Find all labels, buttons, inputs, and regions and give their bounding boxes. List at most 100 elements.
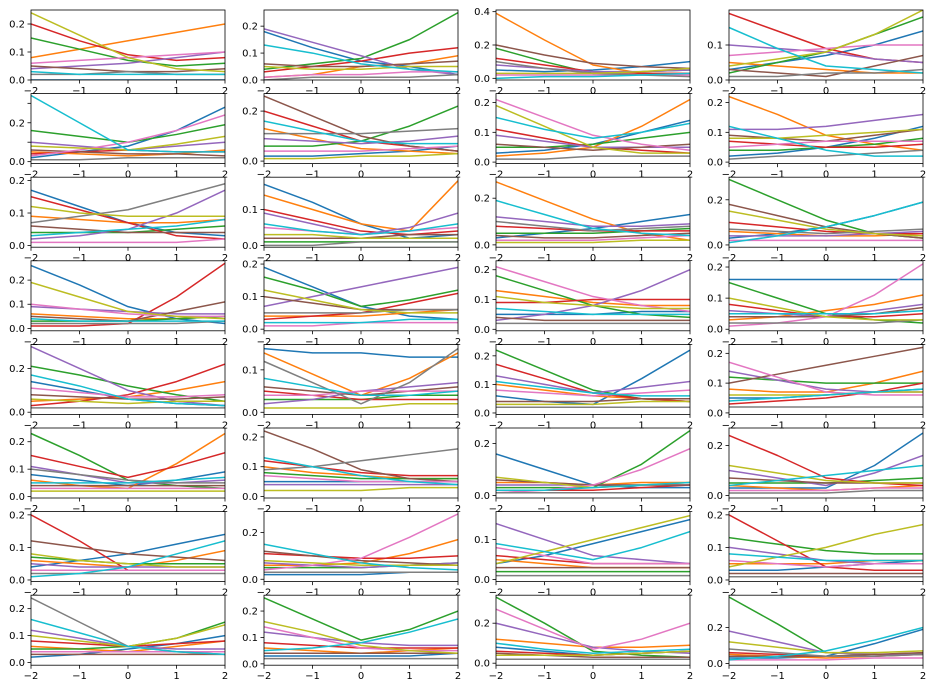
x-tick-label: 2 <box>920 588 926 599</box>
axes-frame <box>30 511 226 583</box>
series-line <box>496 116 690 140</box>
y-tick-label: 0.0 <box>707 575 723 586</box>
series-line <box>496 72 690 80</box>
series-group <box>496 181 690 244</box>
x-tick-label: 1 <box>871 253 877 264</box>
x-tick-label: 2 <box>920 337 926 348</box>
y-tick-label: 0.0 <box>474 575 490 586</box>
series-line <box>729 140 923 148</box>
x-tick-label: −1 <box>770 86 785 97</box>
y-tick-label: 0.1 <box>707 543 723 554</box>
series-group <box>31 432 225 492</box>
x-tick-label: 2 <box>920 671 926 682</box>
series-group <box>729 514 923 578</box>
x-tick-label: 2 <box>687 588 693 599</box>
y-tick-label: 0.1 <box>474 380 490 391</box>
series-line <box>496 642 690 654</box>
x-tick-label: −2 <box>24 420 39 431</box>
x-tick-label: −2 <box>257 420 272 431</box>
y-tick-label: 0.2 <box>242 107 258 118</box>
subplot-21: −2 −1 0 1 2 0.0 0.1 0.2 <box>9 427 228 515</box>
x-tick-label: −1 <box>537 671 552 682</box>
x-tick-label: −2 <box>489 170 504 181</box>
subplot-13: −2 −1 0 1 2 0.0 0.1 0.2 <box>9 260 228 348</box>
x-tick-label: 1 <box>406 504 412 515</box>
axes-frame <box>728 511 924 583</box>
series-line <box>496 530 690 561</box>
series-line <box>264 486 458 492</box>
y-tick-label: 0.0 <box>9 241 25 252</box>
x-tick-label: 0 <box>590 170 596 181</box>
x-tick-label: 0 <box>590 253 596 264</box>
x-tick-label: 2 <box>687 86 693 97</box>
series-group <box>31 94 225 161</box>
series-group <box>729 346 923 408</box>
subplot-4: −2 −1 0 1 2 0.0 0.1 <box>707 9 926 97</box>
x-tick-label: 2 <box>455 337 461 348</box>
x-tick-label: −1 <box>305 337 320 348</box>
subplot-29: −2 −1 0 1 2 0.0 0.1 0.2 <box>9 594 228 682</box>
subplot-19: −2 −1 0 1 2 0.0 0.1 0.2 <box>474 343 693 431</box>
y-tick-label: 0.0 <box>9 324 25 335</box>
series-group <box>264 180 458 247</box>
y-tick-label: 0.2 <box>242 260 258 271</box>
x-tick-label: −1 <box>305 504 320 515</box>
x-tick-label: 0 <box>125 504 131 515</box>
x-tick-label: 1 <box>638 337 644 348</box>
series-line <box>31 618 225 656</box>
series-group <box>264 430 458 492</box>
series-line <box>729 113 923 131</box>
y-tick-label: 0.1 <box>9 465 25 476</box>
series-line <box>31 189 225 240</box>
series-group <box>729 263 923 327</box>
subplot-12: −2 −1 0 1 2 0.0 0.2 <box>707 176 926 264</box>
subplot-1: −2 −1 0 1 2 0.0 0.1 0.2 <box>9 9 228 97</box>
x-tick-label: 1 <box>173 588 179 599</box>
x-tick-label: −1 <box>305 588 320 599</box>
x-tick-label: −1 <box>537 420 552 431</box>
x-tick-label: 0 <box>590 86 596 97</box>
x-tick-label: −2 <box>722 86 737 97</box>
series-line <box>496 216 690 227</box>
series-line <box>31 114 225 157</box>
subplot-11: −2 −1 0 1 2 0.0 0.2 <box>474 176 693 264</box>
series-line <box>496 234 690 241</box>
x-tick-label: −2 <box>722 671 737 682</box>
y-tick-label: 0.0 <box>474 158 490 169</box>
x-tick-label: 0 <box>823 420 829 431</box>
y-tick-label: 0.1 <box>242 462 258 473</box>
series-line <box>496 514 690 565</box>
x-tick-label: 0 <box>590 588 596 599</box>
x-tick-label: 1 <box>173 337 179 348</box>
y-tick-label: 0.1 <box>242 205 258 216</box>
x-tick-label: 0 <box>823 86 829 97</box>
y-tick-label: 0.2 <box>707 510 723 521</box>
x-tick-label: 2 <box>920 504 926 515</box>
x-tick-label: −1 <box>72 86 87 97</box>
x-tick-label: 0 <box>590 671 596 682</box>
series-line <box>496 546 690 565</box>
y-tick-label: 0.1 <box>242 365 258 376</box>
x-tick-label: −1 <box>537 170 552 181</box>
series-line <box>496 199 690 237</box>
series-line <box>264 318 458 324</box>
y-tick-label: 0.2 <box>9 364 25 375</box>
series-line <box>31 387 225 398</box>
series-line <box>31 476 225 484</box>
x-tick-label: −2 <box>24 86 39 97</box>
series-line <box>264 347 458 358</box>
series-line <box>264 289 458 314</box>
x-tick-label: −2 <box>257 588 272 599</box>
series-line <box>729 26 923 74</box>
y-tick-label: 0.0 <box>242 575 258 586</box>
series-line <box>264 390 458 397</box>
series-line <box>31 303 225 318</box>
x-tick-label: 1 <box>638 420 644 431</box>
series-line <box>264 474 458 483</box>
series-group <box>264 347 458 409</box>
x-tick-label: −2 <box>489 420 504 431</box>
y-tick-label: 0.1 <box>707 379 723 390</box>
series-line <box>729 454 923 487</box>
series-line <box>264 127 458 135</box>
series-line <box>729 230 923 237</box>
